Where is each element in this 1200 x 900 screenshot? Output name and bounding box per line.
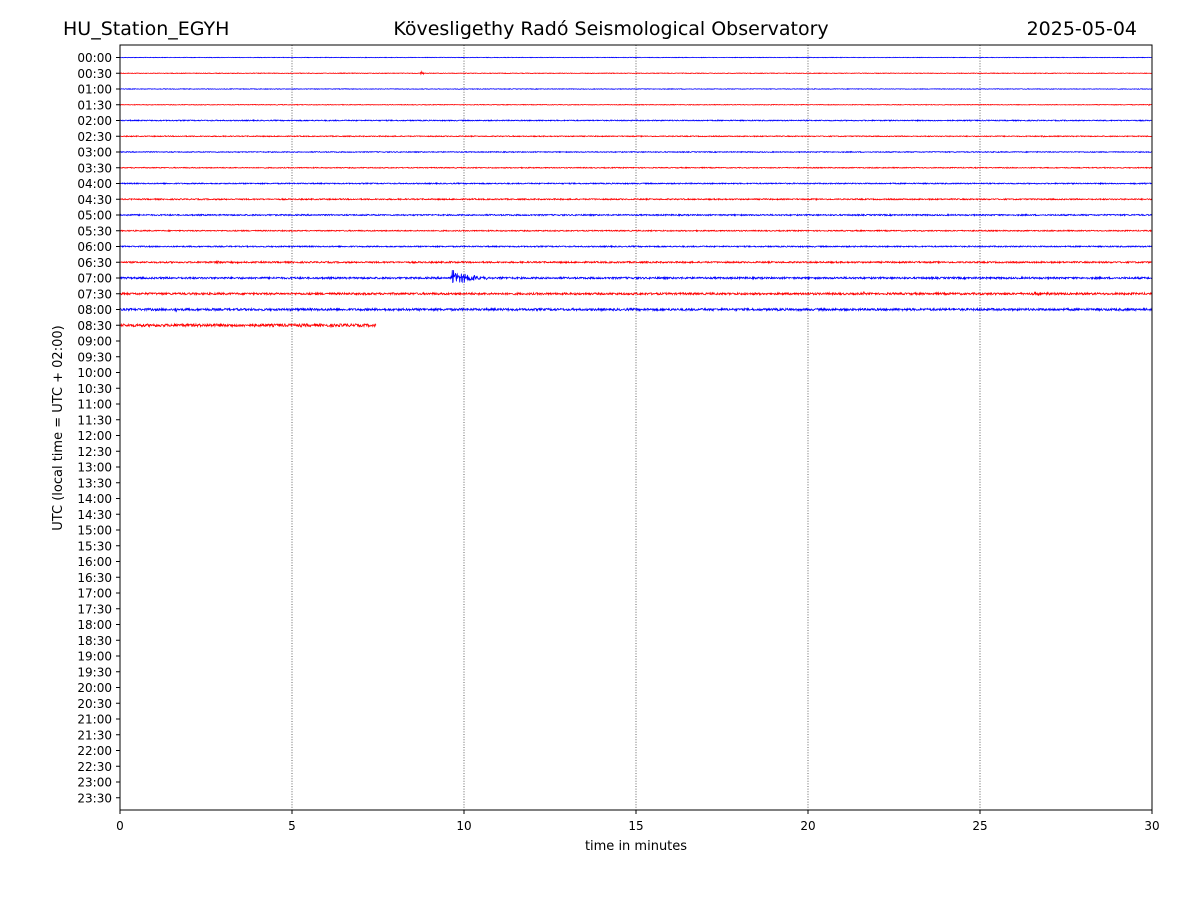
y-axis-label: UTC (local time = UTC + 02:00) [51,325,66,530]
y-tick-label: 01:00 [77,83,112,97]
y-tick-label: 08:30 [77,319,112,333]
y-tick-label: 03:00 [77,146,112,160]
chart-title-right: 2025-05-04 [1027,18,1137,40]
y-tick-label: 10:30 [77,382,112,396]
y-tick-label: 15:00 [77,524,112,538]
y-tick-label: 15:30 [77,539,112,553]
y-tick-label: 20:00 [77,681,112,695]
y-tick-label: 06:00 [77,240,112,254]
trace-0630 [119,259,1153,265]
y-tick-label: 05:30 [77,224,112,238]
trace-0430 [119,197,1153,202]
y-tick-label: 07:00 [77,272,112,286]
y-tick-label: 02:30 [77,130,112,144]
y-tick-label: 22:00 [77,744,112,758]
trace-0330 [119,166,1153,170]
y-tick-label: 19:30 [77,665,112,679]
x-axis-label: time in minutes [585,839,687,854]
chart-title: Kövesligethy Radó Seismological Observat… [393,18,828,40]
y-tick-label: 18:00 [77,618,112,632]
x-tick-label: 15 [628,819,643,833]
trace-0530 [119,229,1153,233]
x-axis-ticks: 0 5 10 15 20 25 30 [116,810,1160,833]
trace-0230 [119,134,1153,138]
y-tick-label: 23:00 [77,776,112,790]
y-tick-label: 07:30 [77,287,112,301]
trace-0600 [119,244,1153,249]
y-tick-label: 14:30 [77,508,112,522]
y-tick-label: 20:30 [77,697,112,711]
x-tick-label: 0 [116,819,124,833]
trace-0200 [119,119,1153,123]
y-tick-label: 11:00 [77,398,112,412]
y-tick-label: 06:30 [77,256,112,270]
y-tick-label: 11:30 [77,413,112,427]
trace-0100 [119,88,1153,90]
y-tick-label: 16:00 [77,555,112,569]
y-tick-label: 05:00 [77,209,112,223]
y-tick-label: 04:00 [77,177,112,191]
x-tick-label: 30 [1144,819,1159,833]
x-tick-label: 20 [800,819,815,833]
y-tick-label: 00:30 [77,67,112,81]
trace-0030 [119,70,1153,76]
y-tick-label: 03:30 [77,161,112,175]
y-tick-label: 12:30 [77,445,112,459]
y-tick-label: 09:00 [77,335,112,349]
y-tick-label: 04:30 [77,193,112,207]
trace-0800 [119,306,1153,313]
y-tick-label: 17:30 [77,602,112,616]
trace-0400 [119,181,1153,186]
y-tick-label: 10:00 [77,366,112,380]
x-tick-label: 10 [456,819,471,833]
trace-layer [119,56,1153,329]
chart-title-left: HU_Station_EGYH [63,18,229,40]
y-tick-label: 08:00 [77,303,112,317]
trace-0730 [119,291,1153,297]
trace-0130 [119,103,1153,106]
y-tick-label: 14:00 [77,492,112,506]
y-tick-label: 21:00 [77,713,112,727]
y-tick-label: 23:30 [77,791,112,805]
y-tick-label: 12:00 [77,429,112,443]
y-tick-label: 02:00 [77,114,112,128]
y-tick-label: 19:00 [77,650,112,664]
y-tick-label: 16:30 [77,571,112,585]
y-tick-label: 00:00 [77,51,112,65]
trace-0830 [119,322,377,329]
trace-0000 [119,56,1153,59]
grid-lines [291,45,981,810]
y-tick-label: 21:30 [77,728,112,742]
y-tick-label: 09:30 [77,350,112,364]
y-tick-label: 17:00 [77,587,112,601]
y-tick-label: 13:30 [77,476,112,490]
trace-0300 [119,150,1153,154]
y-tick-label: 18:30 [77,634,112,648]
y-tick-label: 22:30 [77,760,112,774]
x-tick-label: 5 [288,819,296,833]
trace-0500 [119,213,1153,217]
trace-0700 [119,270,1153,284]
y-tick-label: 01:30 [77,98,112,112]
y-tick-label: 13:00 [77,461,112,475]
x-tick-label: 25 [972,819,987,833]
